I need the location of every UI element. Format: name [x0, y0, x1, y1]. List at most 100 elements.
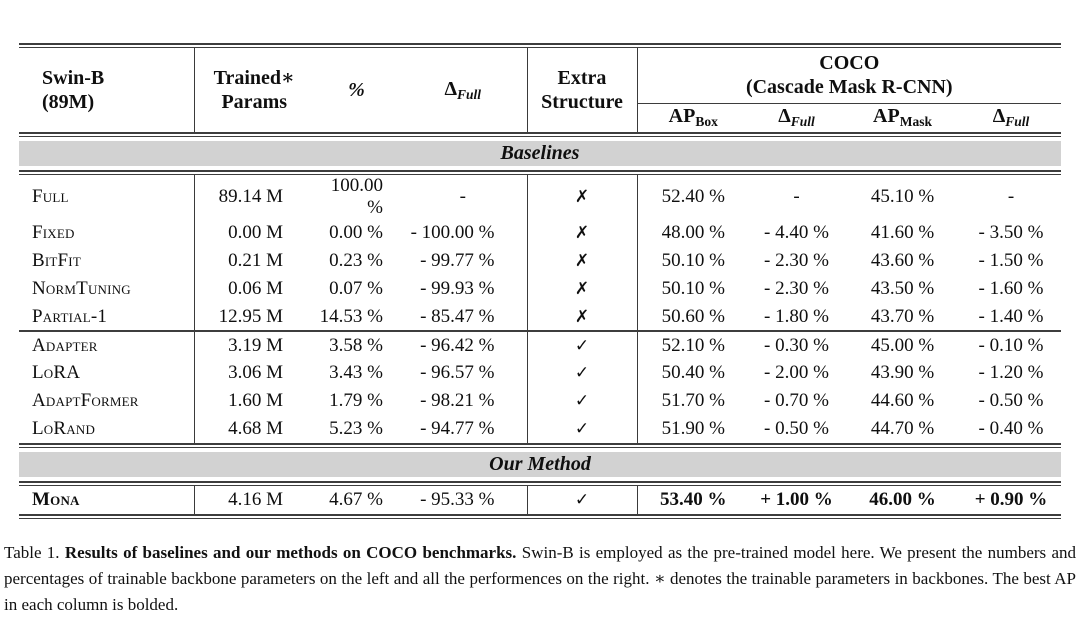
delta-box-cell: - 4.40 % [764, 222, 829, 243]
percent-cell: 0.00 % [329, 222, 383, 243]
delta-mask-cell: - 1.50 % [978, 250, 1044, 271]
table-row: LoRand 4.68 M 5.23 % - 94.77 % ✓ 51.90 %… [19, 415, 1061, 443]
delta-cell: - [459, 186, 466, 207]
extra-structure-mark: ✗ [526, 219, 637, 247]
params-cell: 89.14 M [193, 175, 314, 219]
delta-mask-cell: - 0.10 % [978, 334, 1044, 356]
delta-mask-cell: - 0.40 % [978, 418, 1044, 439]
method-name: LoRand [32, 418, 96, 439]
ap-mask-cell: 43.60 % [870, 250, 935, 271]
delta-mask-cell: - 1.20 % [978, 362, 1044, 383]
ap-box-cell: 50.10 % [636, 247, 749, 275]
our-method-banner-rule [19, 481, 1061, 486]
header-bottom-rule [19, 132, 1061, 137]
header-ap-box: APBox [636, 103, 749, 132]
header-trained-params: Trained∗ Params [193, 48, 314, 132]
delta-box-cell: - 2.00 % [764, 362, 829, 383]
caption-bold-title: Results of baselines and our methods on … [64, 543, 517, 562]
extra-structure-mark: ✓ [526, 415, 637, 443]
percent-cell: 4.67 % [329, 489, 383, 510]
section-banner-baselines: Baselines [19, 141, 1061, 166]
table-row: Adapter 3.19 M 3.58 % - 96.42 % ✓ 52.10 … [19, 331, 1061, 359]
method-name: Partial-1 [19, 303, 194, 332]
delta-cell: - 96.42 % [420, 334, 495, 356]
delta-mask-cell: - [1007, 186, 1015, 207]
section-banner-our-method: Our Method [19, 452, 1061, 477]
ap-mask-cell: 43.50 % [870, 278, 935, 299]
delta-cell: - 94.77 % [420, 418, 495, 439]
params-cell: 0.00 M [193, 219, 314, 247]
method-name: Adapter [32, 334, 98, 356]
body-bottom-rule [19, 443, 1061, 448]
ap-mask-cell: 41.60 % [870, 222, 935, 243]
delta-box-cell: - 0.50 % [764, 418, 829, 439]
delta-cell: - 100.00 % [410, 222, 495, 243]
params-cell: 0.21 M [193, 247, 314, 275]
ap-mask-cell: 46.00 % [869, 489, 936, 510]
header-delta-box: ΔFull [778, 105, 815, 130]
delta-cell: - 85.47 % [399, 303, 527, 332]
delta-box-cell: - 2.30 % [764, 250, 829, 271]
extra-structure-mark: ✗ [526, 175, 637, 219]
table-row: NormTuning 0.06 M 0.07 % - 99.93 % ✗ 50.… [19, 275, 1061, 303]
header-coco-group: COCO (Cascade Mask R-CNN) [636, 48, 1062, 104]
percent-cell: 0.23 % [329, 250, 383, 271]
header-coco-title: COCO [819, 52, 880, 75]
table-row: BitFit 0.21 M 0.23 % - 99.77 % ✗ 50.10 %… [19, 247, 1061, 275]
delta-box-cell: + 1.00 % [760, 489, 833, 510]
delta-box-cell: - 2.30 % [764, 278, 829, 299]
params-cell: 1.60 M [193, 387, 314, 415]
delta-cell: - 99.93 % [420, 278, 495, 299]
delta-mask-cell: - 3.50 % [978, 222, 1044, 243]
delta-mask-cell: - 1.40 % [961, 303, 1061, 332]
ap-box-cell: 53.40 % [636, 486, 749, 514]
method-name: LoRA [32, 362, 81, 383]
ap-mask-cell: 44.70 % [870, 418, 935, 439]
delta-mask-cell: - 0.50 % [978, 390, 1044, 411]
method-name: Full [32, 186, 69, 207]
method-name: Mona [32, 489, 80, 510]
ap-box-cell: 51.70 % [636, 387, 749, 415]
ap-mask-cell: 45.10 % [870, 186, 935, 207]
results-table-header: Swin-B (89M) Trained∗ Params % ΔFull Ext… [19, 48, 1062, 132]
delta-cell: - 95.33 % [420, 489, 495, 510]
table-row: Fixed 0.00 M 0.00 % - 100.00 % ✗ 48.00 %… [19, 219, 1061, 247]
method-name: Fixed [32, 222, 75, 243]
ap-mask-cell: 44.60 % [870, 390, 935, 411]
extra-structure-mark: ✓ [526, 331, 637, 359]
delta-mask-cell: - 1.60 % [978, 278, 1044, 299]
ap-box-cell: 51.90 % [636, 415, 749, 443]
ap-box-cell: 50.40 % [636, 359, 749, 387]
ap-mask-cell: 43.90 % [870, 362, 935, 383]
table-caption: Table 1. Results of baselines and our me… [4, 540, 1076, 618]
header-delta-mask: ΔFull [992, 105, 1030, 130]
params-cell: 3.06 M [193, 359, 314, 387]
table-row: AdaptFormer 1.60 M 1.79 % - 98.21 % ✓ 51… [19, 387, 1061, 415]
header-model-size: (89M) [42, 91, 95, 113]
extra-structure-mark: ✓ [526, 359, 637, 387]
header-model: Swin-B (89M) [19, 48, 194, 132]
delta-box-cell: - 0.30 % [764, 334, 829, 356]
ap-box-cell: 50.10 % [636, 275, 749, 303]
method-name: AdaptFormer [32, 390, 139, 411]
params-cell: 4.68 M [193, 415, 314, 443]
table-bottom-rule [19, 514, 1061, 519]
delta-cell: - 99.77 % [420, 250, 495, 271]
ap-box-cell: 52.10 % [636, 331, 749, 359]
baselines-banner-rule [19, 170, 1061, 175]
delta-box-cell: - 1.80 % [749, 303, 844, 332]
extra-structure-mark: ✗ [526, 247, 637, 275]
percent-cell: 0.07 % [329, 278, 383, 299]
table-row: LoRA 3.06 M 3.43 % - 96.57 % ✓ 50.40 % -… [19, 359, 1061, 387]
header-model-name: Swin-B [42, 67, 105, 89]
percent-cell: 3.58 % [329, 334, 383, 356]
delta-box-cell: - 0.70 % [764, 390, 829, 411]
caption-body: Swin-B is employed as the pre-trained mo… [4, 543, 1077, 614]
delta-cell: - 98.21 % [420, 390, 495, 411]
percent-cell: 5.23 % [329, 418, 383, 439]
table-row: Full 89.14 M 100.00 % - ✗ 52.40 % - 45.1… [19, 175, 1061, 219]
extra-structure-mark: ✗ [526, 303, 637, 332]
table-top-rule [19, 43, 1061, 48]
extra-structure-mark: ✓ [526, 387, 637, 415]
header-ap-mask: APMask [873, 105, 932, 130]
